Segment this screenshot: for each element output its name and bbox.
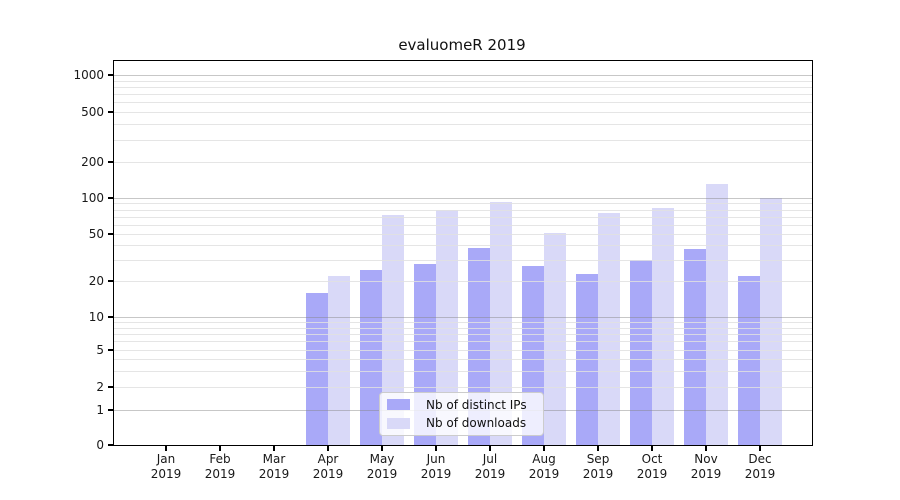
x-tick-mark [381,445,383,451]
y-tick-mark [108,161,114,163]
x-tick-mark [273,445,275,451]
minor-gridline [114,124,812,126]
minor-gridline [114,112,812,113]
minor-gridline [114,359,812,360]
y-tick-label: 0 [96,437,104,452]
minor-gridline [114,333,812,335]
x-tick-label: Sep 2019 [582,452,614,481]
minor-gridline [114,245,812,247]
legend-label-distinct-ips: Nb of distinct IPs [426,397,527,412]
x-tick-mark [435,445,437,451]
x-tick-label: Jun 2019 [420,452,452,481]
minor-gridline [114,102,812,104]
x-tick-mark [597,445,599,451]
y-tick-mark [108,111,114,113]
bar-downloads-nov [706,184,728,445]
minor-gridline [114,260,812,262]
y-tick-label: 500 [81,104,104,119]
bar-distinct-ips-oct [630,260,652,445]
x-tick-mark [327,445,329,451]
y-tick-mark [108,197,114,199]
minor-gridline [114,387,812,388]
y-tick-mark [108,233,114,235]
bar-distinct-ips-may [360,269,382,445]
x-tick-mark [219,445,221,451]
bar-downloads-jun [436,209,458,445]
bar-downloads-apr [328,276,350,445]
x-tick-mark [165,445,167,451]
bar-downloads-aug [544,232,566,445]
minor-gridline [114,370,812,372]
x-tick-label: Aug 2019 [528,452,560,481]
y-tick-label: 1000 [73,67,104,82]
bar-distinct-ips-dec [738,276,760,445]
x-tick-label: Oct 2019 [636,452,668,481]
x-tick-label: Nov 2019 [690,452,722,481]
major-gridline [114,75,812,76]
legend-item-distinct-ips: Nb of distinct IPs [380,398,543,412]
minor-gridline [114,209,812,211]
x-tick-label: Jan 2019 [150,452,182,481]
x-tick-mark [489,445,491,451]
minor-gridline [114,322,812,324]
legend-label-downloads: Nb of downloads [426,416,527,431]
y-tick-mark [108,349,114,351]
x-tick-mark [705,445,707,451]
minor-gridline [114,94,812,96]
x-tick-label: May 2019 [366,452,398,481]
minor-gridline [114,350,812,351]
y-tick-mark [108,409,114,411]
y-tick-label: 200 [81,154,104,169]
x-tick-label: Apr 2019 [312,452,344,481]
x-tick-label: Jul 2019 [474,452,506,481]
bar-downloads-jul [490,201,512,445]
legend-swatch-distinct-ips [387,399,410,411]
bar-downloads-dec [760,198,782,445]
y-tick-label: 2 [96,379,104,394]
y-tick-label: 20 [88,273,104,288]
y-tick-label: 5 [96,342,104,357]
major-gridline [114,198,812,199]
y-tick-mark [108,74,114,76]
bar-distinct-ips-apr [306,292,328,445]
x-tick-label: Dec 2019 [744,452,776,481]
y-tick-mark [108,280,114,282]
bar-downloads-oct [652,208,674,445]
legend-swatch-downloads [387,417,410,429]
minor-gridline [114,281,812,282]
minor-gridline [114,162,812,163]
major-gridline [114,317,812,318]
legend-item-downloads: Nb of downloads [380,416,543,430]
y-tick-label: 100 [81,190,104,205]
minor-gridline [114,139,812,141]
y-tick-label: 10 [88,309,104,324]
minor-gridline [114,86,812,88]
minor-gridline [114,327,812,329]
x-tick-label: Mar 2019 [258,452,290,481]
y-tick-label: 50 [88,226,104,241]
y-tick-mark [108,444,114,446]
minor-gridline [114,341,812,343]
x-tick-mark [759,445,761,451]
minor-gridline [114,234,812,235]
y-tick-mark [108,316,114,318]
minor-gridline [114,80,812,82]
y-tick-mark [108,386,114,388]
chart-title: evaluomeR 2019 [398,36,526,54]
x-tick-label: Feb 2019 [204,452,236,481]
y-tick-label: 1 [96,402,104,417]
legend: Nb of distinct IPs Nb of downloads [379,392,544,436]
minor-gridline [114,203,812,205]
x-tick-mark [651,445,653,451]
bar-downloads-sep [598,212,620,445]
bar-distinct-ips-nov [684,249,706,445]
x-tick-mark [543,445,545,451]
plot-area: Nb of distinct IPs Nb of downloads 0 1 2 5 1… [73,60,813,481]
minor-gridline [114,216,812,218]
minor-gridline [114,224,812,226]
